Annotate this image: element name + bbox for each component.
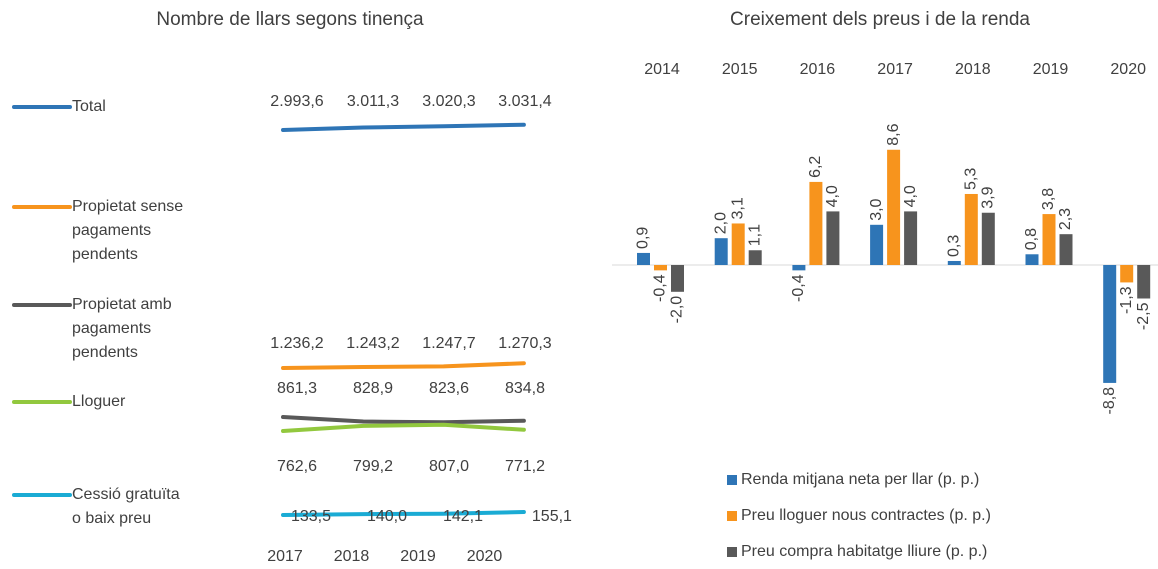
data-label: 4,0: [902, 185, 919, 207]
data-label: 133,5: [291, 508, 331, 525]
data-label: -2,5: [1135, 302, 1152, 330]
data-label: -0,4: [790, 274, 807, 302]
data-label: 1.236,2: [270, 335, 323, 352]
bar: [947, 260, 961, 265]
x-tick-label: 2020: [467, 548, 503, 565]
data-label: 0,9: [635, 227, 652, 249]
data-label: 0,8: [1023, 228, 1040, 250]
data-label: 771,2: [505, 458, 545, 475]
bar: [1137, 265, 1151, 299]
bar: [887, 149, 901, 265]
bar: [826, 211, 840, 265]
data-label: 3.031,4: [498, 93, 551, 110]
bar: [1103, 265, 1117, 383]
data-label: 1,1: [746, 224, 763, 246]
x-tick-label: 2015: [722, 61, 758, 78]
bar: [1059, 234, 1073, 265]
bar: [654, 265, 667, 271]
x-tick-label: 2016: [800, 61, 836, 78]
line: [281, 122, 526, 132]
data-label: 828,9: [353, 380, 393, 397]
data-label: 155,1: [532, 508, 572, 525]
legend-swatch: [727, 511, 737, 521]
legend-label: Preu lloguer nous contractes (p. p.): [741, 507, 991, 524]
data-label: 140,0: [367, 508, 407, 525]
bar: [870, 224, 884, 265]
data-label: 2,0: [712, 212, 729, 234]
bar: [904, 211, 918, 265]
x-tick-label: 2018: [955, 61, 991, 78]
x-tick-label: 2018: [334, 548, 370, 565]
legend-label: Renda mitjana neta per llar (p. p.): [741, 471, 979, 488]
x-tick-label: 2019: [400, 548, 436, 565]
x-tick-label: 2014: [644, 61, 680, 78]
bar: [809, 181, 823, 265]
data-label: 823,6: [429, 380, 469, 397]
data-label: -0,4: [652, 274, 669, 302]
data-label: 4,0: [824, 185, 841, 207]
bar: [714, 238, 728, 265]
bar: [1042, 214, 1056, 265]
legend-swatch: [727, 547, 737, 557]
data-label: 142,1: [443, 508, 483, 525]
data-label: -2,0: [669, 296, 686, 324]
legend-label: Preu compra habitatge lliure (p. p.): [741, 543, 987, 560]
data-label: 3,1: [729, 197, 746, 219]
bar: [1025, 254, 1039, 265]
data-label: 834,8: [505, 380, 545, 397]
data-label: 762,6: [277, 458, 317, 475]
data-label: 3,0: [868, 198, 885, 220]
data-label: -8,8: [1101, 387, 1118, 415]
line: [281, 415, 526, 425]
chart-title: Creixement dels preus i de la renda: [730, 9, 1030, 30]
data-label: 3,8: [1040, 188, 1057, 210]
bar: [748, 250, 762, 265]
data-label: 1.243,2: [346, 335, 399, 352]
x-tick-label: 2017: [267, 548, 303, 565]
line: [281, 361, 526, 370]
data-label: 8,6: [885, 123, 902, 145]
data-label: 3.020,3: [422, 93, 475, 110]
data-label: -1,3: [1118, 286, 1135, 314]
x-tick-label: 2017: [877, 61, 913, 78]
bar: [792, 265, 806, 271]
legend-label: Propietat sense pagaments pendents: [72, 198, 184, 263]
data-label: 0,3: [946, 235, 963, 257]
bar: [964, 193, 978, 265]
legend-label: Cessió gratuïta o baix preu: [72, 486, 180, 527]
data-label: 3.011,3: [347, 93, 399, 110]
chart-title: Nombre de llars segons tinença: [156, 9, 424, 30]
data-label: 5,3: [963, 168, 980, 190]
bar: [671, 265, 684, 292]
data-label: 807,0: [429, 458, 469, 475]
line: [281, 422, 526, 433]
legend-swatch: [727, 475, 737, 485]
bar: [637, 252, 650, 265]
data-label: 6,2: [807, 156, 824, 178]
x-tick-label: 2020: [1110, 61, 1146, 78]
bar: [731, 223, 745, 265]
x-tick-label: 2019: [1033, 61, 1069, 78]
data-label: 799,2: [353, 458, 393, 475]
data-label: 2,3: [1057, 208, 1074, 230]
data-label: 3,9: [980, 186, 997, 208]
data-label: 1.270,3: [498, 335, 551, 352]
bar: [981, 212, 995, 265]
data-label: 1.247,7: [422, 335, 475, 352]
bar: [1120, 265, 1134, 283]
line: [281, 509, 526, 517]
legend-label: Propietat amb pagaments pendents: [72, 296, 172, 361]
legend-label: Total: [72, 98, 106, 115]
data-label: 861,3: [277, 380, 317, 397]
legend-label: Lloguer: [72, 393, 126, 410]
data-label: 2.993,6: [270, 93, 323, 110]
